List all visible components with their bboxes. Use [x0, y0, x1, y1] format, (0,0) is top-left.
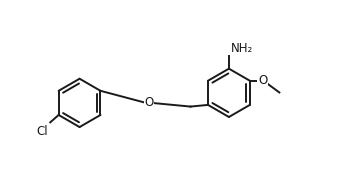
Text: O: O [258, 74, 267, 87]
Text: NH₂: NH₂ [231, 42, 253, 55]
Text: Cl: Cl [36, 125, 48, 138]
Text: O: O [145, 96, 154, 109]
